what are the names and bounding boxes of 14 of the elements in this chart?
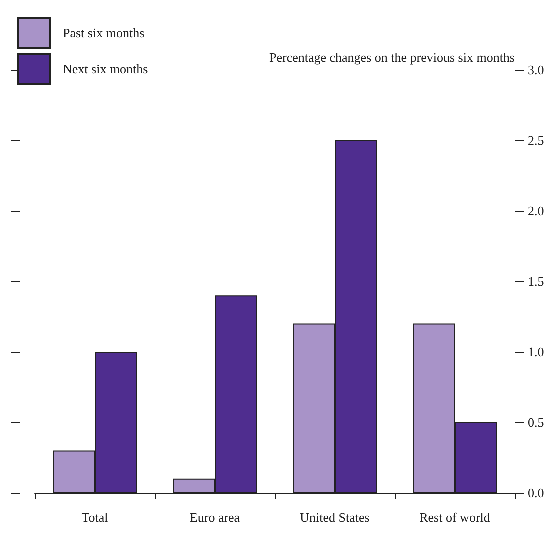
y-tick-label: 0.0 xyxy=(528,486,544,500)
x-tick-label: United States xyxy=(300,510,370,525)
y-tick-label: 2.5 xyxy=(528,133,544,148)
y-tick-label: 2.0 xyxy=(528,204,544,218)
y-tick-label: 1.0 xyxy=(528,344,544,360)
legend-label: Next six months xyxy=(63,62,148,76)
y-tick-label: 0.5 xyxy=(528,415,544,430)
x-tick-label: Rest of world xyxy=(420,510,491,525)
y-tick-label: 1.5 xyxy=(528,274,544,289)
y-tick-label: 3.0 xyxy=(528,62,544,78)
x-tick-label: Euro area xyxy=(190,510,240,525)
x-tick-label: Total xyxy=(82,510,109,525)
y-axis-title: Percentage changes on the previous six months xyxy=(270,50,515,65)
legend-label: Past six months xyxy=(63,26,145,40)
